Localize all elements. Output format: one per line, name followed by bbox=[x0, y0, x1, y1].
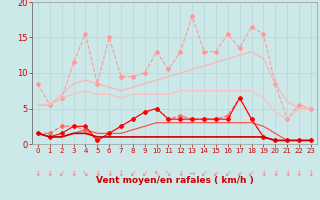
Text: ↘: ↘ bbox=[82, 169, 89, 178]
Text: ↙: ↙ bbox=[141, 169, 148, 178]
Text: ↖: ↖ bbox=[153, 169, 160, 178]
Text: ↙: ↙ bbox=[213, 169, 219, 178]
Text: ↘: ↘ bbox=[165, 169, 172, 178]
Text: ↙: ↙ bbox=[236, 169, 243, 178]
Text: ↓: ↓ bbox=[272, 169, 278, 178]
Text: ↙: ↙ bbox=[225, 169, 231, 178]
Text: ↙: ↙ bbox=[59, 169, 65, 178]
Text: ↓: ↓ bbox=[47, 169, 53, 178]
Text: ↓: ↓ bbox=[35, 169, 41, 178]
Text: ↓: ↓ bbox=[94, 169, 100, 178]
Text: ↓: ↓ bbox=[70, 169, 77, 178]
Text: ↓: ↓ bbox=[296, 169, 302, 178]
Text: ↓: ↓ bbox=[177, 169, 184, 178]
Text: ↓: ↓ bbox=[118, 169, 124, 178]
X-axis label: Vent moyen/en rafales ( km/h ): Vent moyen/en rafales ( km/h ) bbox=[96, 176, 253, 185]
Text: ↓: ↓ bbox=[106, 169, 112, 178]
Text: ↓: ↓ bbox=[308, 169, 314, 178]
Text: ↙: ↙ bbox=[130, 169, 136, 178]
Text: ↓: ↓ bbox=[260, 169, 267, 178]
Text: ↙: ↙ bbox=[248, 169, 255, 178]
Text: ↙: ↙ bbox=[201, 169, 207, 178]
Text: ↓: ↓ bbox=[284, 169, 290, 178]
Text: →: → bbox=[189, 169, 196, 178]
